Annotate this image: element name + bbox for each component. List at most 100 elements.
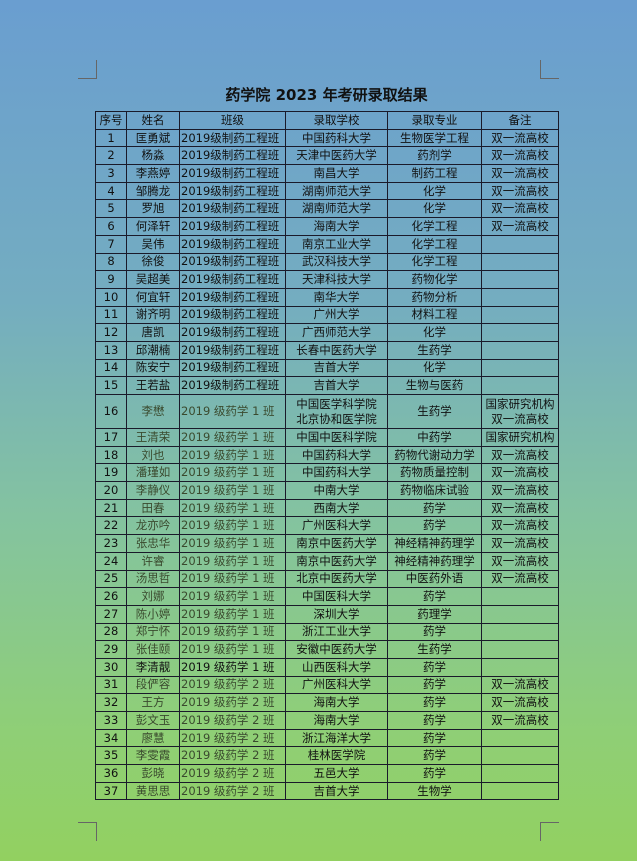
table-row: 7 吴伟 2019级制药工程班 南京工业大学 化学工程 xyxy=(95,234,559,254)
cell-remark: 国家研究机构 双一流高校 xyxy=(481,394,559,429)
cell-index: 20 xyxy=(95,481,127,500)
cell-school: 广西师范大学 xyxy=(285,323,388,342)
table-row: 29 张佳颐 2019 级药学 1 班安徽中医药大学 生药学 xyxy=(95,640,559,659)
cell-remark: 双一流高校 xyxy=(481,199,559,219)
cell-name: 李燕婷 xyxy=(126,164,180,183)
cell-school: 浙江海洋大学 xyxy=(285,728,388,748)
cell-class: 2019 级药学 2 班 xyxy=(179,764,286,783)
cell-index: 19 xyxy=(95,463,127,483)
cell-class: 2019 级药学 1 班 xyxy=(179,622,286,642)
header-school: 录取学校 xyxy=(285,111,388,130)
cell-school: 广州大学 xyxy=(285,305,388,325)
cell-class: 2019 级药学 2 班 xyxy=(179,693,286,712)
cell-major: 药物质量控制 xyxy=(387,463,482,483)
cell-index: 15 xyxy=(95,376,127,395)
cell-school: 中国药科大学 xyxy=(285,445,388,465)
cell-remark: 双一流高校 xyxy=(481,445,559,465)
cell-remark xyxy=(481,657,559,677)
cell-remark xyxy=(481,781,559,801)
cell-class: 2019级制药工程班 xyxy=(179,128,286,148)
cell-class: 2019 级药学 2 班 xyxy=(179,675,286,695)
table-row: 26 刘娜 2019 级药学 1 班中国医科大学 药学 xyxy=(95,587,559,606)
cell-index: 22 xyxy=(95,516,127,536)
cell-index: 36 xyxy=(95,764,127,783)
cell-class: 2019级制药工程班 xyxy=(179,270,286,289)
cell-index: 7 xyxy=(95,234,127,254)
cell-major: 药学 xyxy=(387,587,482,606)
cell-school: 安徽中医药大学 xyxy=(285,640,388,659)
cell-class: 2019 级药学 1 班 xyxy=(179,463,286,483)
cell-class: 2019 级药学 2 班 xyxy=(179,728,286,748)
cell-school: 南京中医药大学 xyxy=(285,534,388,553)
cell-class: 2019级制药工程班 xyxy=(179,199,286,219)
admission-results-table: 序号 姓名 班级 录取学校 录取专业 备注 1 匡勇斌 2019级制药工程班 中国药科… xyxy=(95,111,559,801)
cell-school: 海南大学 xyxy=(285,693,388,712)
cell-index: 18 xyxy=(95,445,127,465)
cell-class: 2019级制药工程班 xyxy=(179,376,286,395)
table-row: 14 陈安宁 2019级制药工程班 吉首大学 化学 xyxy=(95,358,559,378)
table-row: 24 许睿 2019 级药学 1 班南京中医药大学 神经精神药理学 双一流高校 xyxy=(95,551,559,571)
cell-remark xyxy=(481,234,559,254)
cell-name: 唐凯 xyxy=(126,323,180,342)
cell-index: 21 xyxy=(95,498,127,518)
cell-school: 吉首大学 xyxy=(285,358,388,378)
cell-index: 5 xyxy=(95,199,127,219)
table-row: 9 吴超美 2019级制药工程班 天津科技大学 药物化学 xyxy=(95,270,559,289)
cell-school: 湖南师范大学 xyxy=(285,181,388,201)
cell-major: 药学 xyxy=(387,622,482,642)
cell-major: 神经精神药理学 xyxy=(387,551,482,571)
cell-index: 31 xyxy=(95,675,127,695)
cell-name: 彭晓 xyxy=(126,764,180,783)
cell-remark xyxy=(481,376,559,395)
cell-major: 神经精神药理学 xyxy=(387,534,482,553)
cell-school: 中国中医科学院 xyxy=(285,428,388,447)
cell-name: 吴超美 xyxy=(126,270,180,289)
cell-remark: 双一流高校 xyxy=(481,551,559,571)
cell-major: 制药工程 xyxy=(387,164,482,183)
cell-class: 2019 级药学 1 班 xyxy=(179,428,286,447)
cell-index: 25 xyxy=(95,569,127,589)
cell-remark: 国家研究机构 xyxy=(481,428,559,447)
table-header-row: 序号 姓名 班级 录取学校 录取专业 备注 xyxy=(95,111,559,130)
cell-class: 2019级制药工程班 xyxy=(179,305,286,325)
page-corner-mark xyxy=(540,60,559,79)
table-row: 20 李静仪 2019 级药学 1 班中南大学 药物临床试验 双一流高校 xyxy=(95,481,559,500)
cell-name: 刘也 xyxy=(126,445,180,465)
cell-major: 药学 xyxy=(387,711,482,730)
table-row: 21 田春 2019 级药学 1 班西南大学 药学 双一流高校 xyxy=(95,498,559,518)
cell-school: 海南大学 xyxy=(285,217,388,236)
cell-remark xyxy=(481,287,559,307)
table-row: 25 汤思哲 2019 级药学 1 班北京中医药大学 中医药外语 双一流高校 xyxy=(95,569,559,589)
table-row: 10 何宜轩 2019级制药工程班 南华大学 药物分析 xyxy=(95,287,559,307)
cell-name: 邱潮楠 xyxy=(126,340,180,360)
cell-class: 2019 级药学 1 班 xyxy=(179,640,286,659)
table-row: 15 王若盐 2019级制药工程班 吉首大学 生物与医药 xyxy=(95,376,559,395)
cell-remark xyxy=(481,604,559,624)
cell-index: 2 xyxy=(95,146,127,166)
cell-index: 17 xyxy=(95,428,127,447)
cell-remark: 双一流高校 xyxy=(481,693,559,712)
cell-name: 匡勇斌 xyxy=(126,128,180,148)
cell-remark xyxy=(481,746,559,766)
cell-class: 2019 级药学 1 班 xyxy=(179,445,286,465)
cell-remark xyxy=(481,764,559,783)
table-row: 8 徐俊 2019级制药工程班 武汉科技大学 化学工程 xyxy=(95,252,559,272)
cell-major: 化学 xyxy=(387,358,482,378)
table-row: 37 黄思思 2019 级药学 2 班吉首大学 生物学 xyxy=(95,781,559,801)
cell-name: 田春 xyxy=(126,498,180,518)
cell-name: 汤思哲 xyxy=(126,569,180,589)
cell-remark: 双一流高校 xyxy=(481,516,559,536)
header-class: 班级 xyxy=(179,111,286,130)
cell-name: 许睿 xyxy=(126,551,180,571)
cell-name: 李清靓 xyxy=(126,657,180,677)
cell-remark xyxy=(481,358,559,378)
cell-school: 湖南师范大学 xyxy=(285,199,388,219)
cell-class: 2019 级药学 1 班 xyxy=(179,516,286,536)
cell-name: 彭文玉 xyxy=(126,711,180,730)
table-row: 22 龙亦吟 2019 级药学 1 班广州医科大学 药学 双一流高校 xyxy=(95,516,559,536)
cell-remark: 双一流高校 xyxy=(481,128,559,148)
cell-class: 2019 级药学 1 班 xyxy=(179,587,286,606)
table-row: 17 王清荣 2019 级药学 1 班中国中医科学院 中药学 国家研究机构 xyxy=(95,428,559,447)
table-row: 30 李清靓 2019 级药学 1 班山西医科大学 药学 xyxy=(95,657,559,677)
header-index: 序号 xyxy=(95,111,127,130)
